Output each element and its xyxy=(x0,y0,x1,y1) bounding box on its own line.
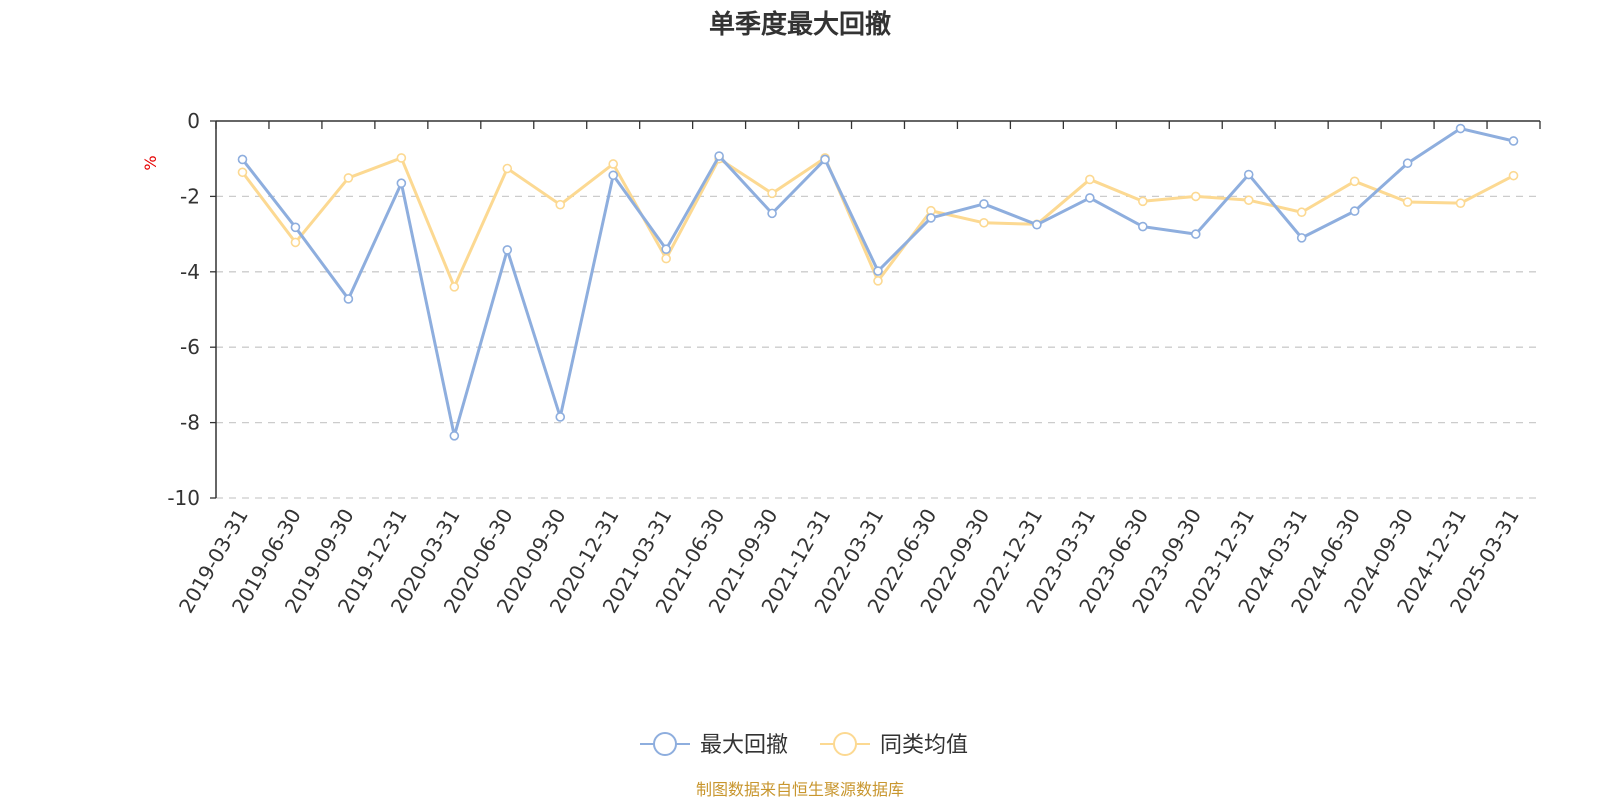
data-point[interactable] xyxy=(926,213,936,223)
data-point[interactable] xyxy=(1032,219,1042,230)
data-point[interactable] xyxy=(555,412,566,422)
data-point[interactable] xyxy=(502,163,513,174)
data-point[interactable] xyxy=(714,151,724,161)
legend-label: 同类均值 xyxy=(880,733,968,758)
data-point[interactable] xyxy=(343,294,354,304)
data-point[interactable] xyxy=(1296,233,1307,243)
data-point[interactable] xyxy=(237,167,248,178)
data-point[interactable] xyxy=(290,222,301,233)
y-axis-unit-label: % xyxy=(141,155,160,170)
y-tick-label: -8 xyxy=(180,411,200,435)
data-point[interactable] xyxy=(343,173,354,183)
data-point[interactable] xyxy=(1190,229,1201,239)
legend-marker xyxy=(833,732,857,756)
series-0 xyxy=(237,123,1519,441)
data-point[interactable] xyxy=(1138,196,1148,207)
data-point[interactable] xyxy=(555,199,566,210)
y-tick-label: -4 xyxy=(180,260,200,284)
data-point[interactable] xyxy=(1508,170,1519,181)
data-point[interactable] xyxy=(1085,193,1095,203)
data-point[interactable] xyxy=(820,154,830,165)
data-point[interactable] xyxy=(290,237,301,248)
data-point[interactable] xyxy=(979,217,989,228)
data-point[interactable] xyxy=(767,208,777,219)
data-point[interactable] xyxy=(1349,206,1360,216)
data-point[interactable] xyxy=(1085,174,1095,185)
data-point[interactable] xyxy=(661,253,671,264)
data-point[interactable] xyxy=(396,153,407,163)
legend[interactable]: 最大回撤 同类均值 xyxy=(640,732,968,758)
data-point[interactable] xyxy=(1508,136,1519,146)
y-tick-label: -2 xyxy=(180,184,200,208)
data-point[interactable] xyxy=(449,282,460,292)
data-point[interactable] xyxy=(873,266,883,276)
y-tick-label: -6 xyxy=(180,335,200,359)
data-point[interactable] xyxy=(502,245,513,255)
data-point[interactable] xyxy=(237,154,248,165)
legend-label: 最大回撤 xyxy=(700,733,788,758)
legend-item[interactable]: 同类均值 xyxy=(820,732,968,758)
data-point[interactable] xyxy=(449,430,460,441)
data-point[interactable] xyxy=(1243,195,1254,205)
legend-marker xyxy=(653,732,677,756)
data-point[interactable] xyxy=(1349,176,1360,187)
data-point[interactable] xyxy=(608,170,619,181)
data-point[interactable] xyxy=(1402,197,1413,207)
data-point[interactable] xyxy=(396,178,407,189)
chart-title: 单季度最大回撤 xyxy=(709,9,891,40)
data-point[interactable] xyxy=(1243,169,1254,180)
y-tick-label: -10 xyxy=(167,486,200,510)
data-source-note: 制图数据来自恒生聚源数据库 xyxy=(696,780,904,799)
data-point[interactable] xyxy=(608,159,619,169)
data-point[interactable] xyxy=(1296,207,1307,218)
series-lines xyxy=(237,123,1519,441)
data-point[interactable] xyxy=(979,199,989,209)
y-tick-label: 0 xyxy=(187,109,200,133)
axes: 0-2-4-6-8-102019-03-312019-06-302019-09-… xyxy=(167,109,1541,617)
data-point[interactable] xyxy=(873,276,883,286)
legend-item[interactable]: 最大回撤 xyxy=(640,732,788,758)
data-point[interactable] xyxy=(661,244,671,254)
data-point[interactable] xyxy=(767,188,777,199)
data-point[interactable] xyxy=(1138,221,1148,232)
data-point[interactable] xyxy=(1455,123,1466,134)
data-point[interactable] xyxy=(1455,198,1466,208)
data-point[interactable] xyxy=(1402,158,1413,169)
data-point[interactable] xyxy=(1190,191,1201,202)
